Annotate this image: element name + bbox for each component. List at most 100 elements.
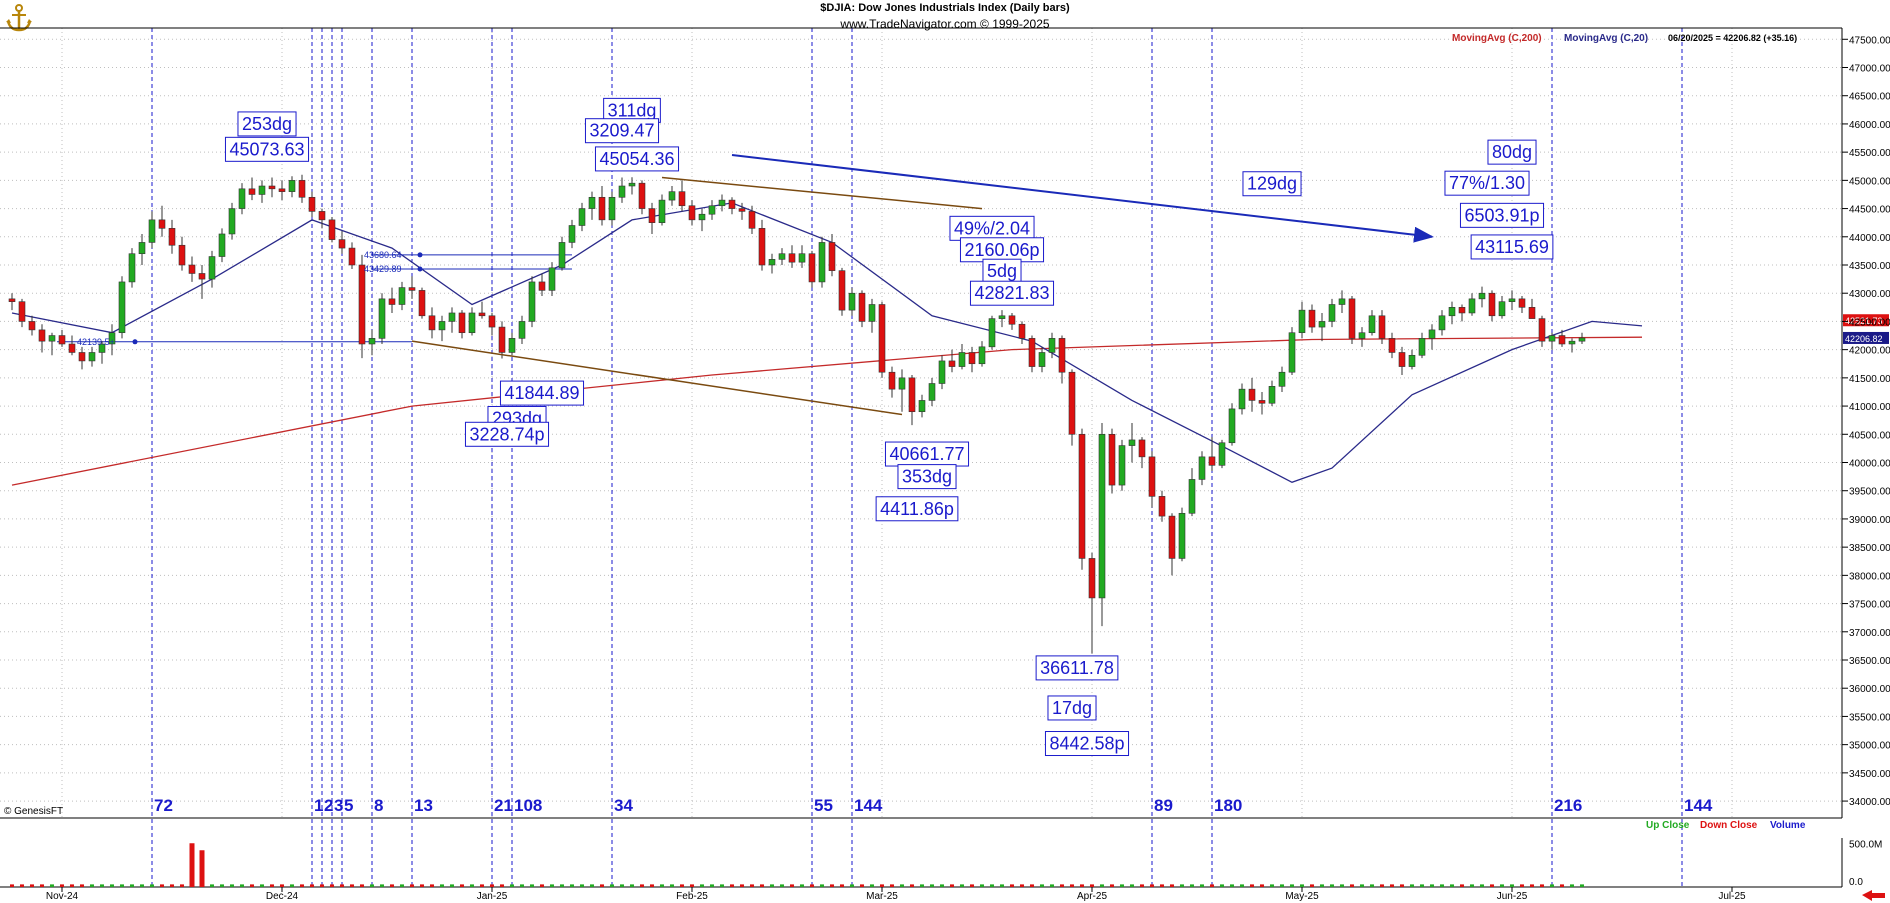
candle-body-52 [528,281,536,322]
y-tick-label-16: 42000.00 [1849,346,1890,357]
candle-body-86 [868,304,876,322]
volume-bar-71 [720,884,724,887]
volume-bar-67 [680,884,684,887]
candle-57 [578,202,586,232]
candle-body-12 [128,253,136,283]
candle-body-133 [1338,298,1346,305]
volume-bar-114 [1150,884,1154,887]
candle-body-85 [858,292,866,322]
candle-body-155 [1558,335,1566,345]
volume-bar-112 [1130,884,1134,887]
candle-body-119 [1198,456,1206,480]
candle-body-99 [998,315,1006,319]
candle-body-43 [438,321,446,331]
candle-66 [668,186,676,206]
annotation-text-2: 311dg [608,100,657,120]
annotation-text-21: 17dg [1052,698,1092,718]
candle-body-80 [808,253,816,283]
candle-body-146 [1468,298,1476,314]
candle-body-69 [698,213,706,221]
candle-body-0 [8,298,16,302]
volume-tick-label-zero: 0.0 [1849,877,1863,888]
volume-bar-6 [70,884,74,887]
volume-bar-42 [430,884,434,887]
candle-126 [1268,380,1276,407]
candle-body-120 [1208,456,1216,466]
annotation-frame-8 [1459,202,1545,228]
volume-bar-108 [1090,884,1094,887]
y-tick-label-23: 45500.00 [1849,148,1890,159]
candle-body-145 [1458,307,1466,314]
volume-bar-23 [240,884,244,887]
cycle-label-9: 34 [614,796,633,815]
candle-body-148 [1488,292,1496,317]
volume-bar-93 [940,884,944,887]
annotation-box-9: 43115.69 [1470,234,1554,260]
candle-body-46 [468,312,476,334]
candle-body-17 [178,244,186,266]
candle-body-81 [818,242,826,283]
candle-77 [778,248,786,265]
y-tick-label-24: 46000.00 [1849,120,1890,131]
volume-bar-24 [250,884,254,887]
volume-bar-82 [830,884,834,887]
volume-bar-97 [980,884,984,887]
candle-body-25 [258,185,266,195]
volume-bar-132 [1330,884,1334,887]
annotation-frame-0 [237,111,297,137]
candle-71 [718,194,726,212]
annotation-box-18: 353dg [897,464,957,490]
volume-bar-35 [360,884,364,887]
candle-body-36 [368,338,376,345]
candle-74 [748,205,756,234]
candle-131 [1318,312,1326,342]
annotation-box-6: 129dg [1242,171,1302,197]
candle-body-121 [1218,442,1226,466]
candle-141 [1418,332,1426,359]
volume-spike-0 [189,843,195,887]
annotation-text-8: 6503.91p [1464,205,1539,225]
candle-58 [588,191,596,220]
candle-body-27 [278,188,286,192]
trend-line-0 [731,153,1434,243]
candle-92 [928,377,936,407]
volume-bar-33 [340,884,344,887]
candle-body-60 [608,196,616,221]
volume-bar-13 [140,884,144,887]
candle-52 [528,276,536,328]
candle-116 [1168,513,1176,576]
candle-132 [1328,298,1336,328]
candle-9 [98,341,106,364]
candle-body-110 [1108,433,1116,486]
y-axis: 34000.00 34500.00 35000.00 35500.00 36000.00… [1842,35,1890,808]
volume-bar-118 [1190,884,1194,887]
candle-body-101 [1018,323,1026,339]
y-tick-label-12: 40000.00 [1849,459,1890,470]
volume-bar-25 [260,884,264,887]
volume-bar-138 [1390,884,1394,887]
candle-body-74 [748,211,756,229]
annotation-box-19: 4411.86p [875,496,959,522]
candle-body-109 [1098,433,1106,599]
volume-bar-110 [1110,884,1114,887]
candle-51 [518,315,526,344]
volume-bar-152 [1530,884,1534,887]
volume-bar-134 [1350,884,1354,887]
candle-60 [608,191,616,226]
volume-bar-10 [110,884,114,887]
candle-154 [1548,332,1556,350]
candle-body-48 [488,315,496,328]
scroll-left-arrow-icon [1862,890,1885,901]
volume-bar-135 [1360,884,1364,887]
volume-bar-91 [920,884,924,887]
volume-bar-66 [670,884,674,887]
volume-bar-29 [300,884,304,887]
candle-8 [88,346,96,367]
candle-83 [838,267,846,316]
volume-bar-52 [530,884,534,887]
candle-body-154 [1548,335,1556,342]
candle-body-100 [1008,315,1016,325]
candle-148 [1488,290,1496,322]
annotation-text-22: 8442.58p [1049,734,1124,754]
